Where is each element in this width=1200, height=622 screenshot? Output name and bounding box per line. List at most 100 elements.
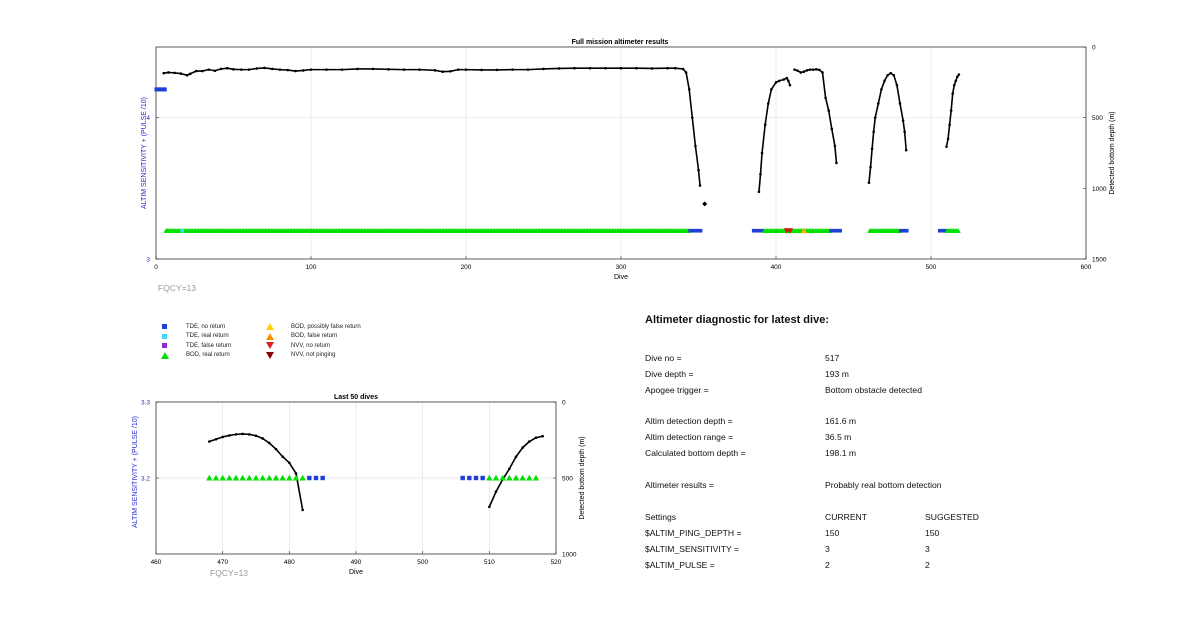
legend-item: TDE, no return xyxy=(160,322,225,331)
settings-header-suggested: SUGGESTED xyxy=(925,512,979,522)
bottom-depth-point xyxy=(221,435,224,439)
tde-no-return-marker xyxy=(473,475,479,481)
bottom-depth-point xyxy=(534,436,538,440)
bottom-data-layer xyxy=(206,432,544,512)
bottom-depth-point xyxy=(179,72,183,75)
legend-triangle-up-icon xyxy=(160,351,170,360)
legend-label: TDE, real return xyxy=(186,333,229,339)
bottom-depth-point xyxy=(278,68,282,71)
bottom-depth-point xyxy=(286,68,290,72)
bottom-depth-point xyxy=(952,83,956,87)
bottom-depth-point xyxy=(886,73,889,77)
diagnostic-row: Altim detection range = 36.5 m xyxy=(645,432,1045,444)
bottom-depth-point xyxy=(402,68,406,71)
bottom-depth-point xyxy=(270,67,274,71)
legend-label: TDE, no return xyxy=(186,323,226,330)
bod-real-return-marker xyxy=(299,474,306,481)
bod-real-return-marker xyxy=(239,474,246,481)
bod-real-return-marker xyxy=(246,474,253,481)
bottom-depth-point xyxy=(521,446,524,449)
bottom-depth-point xyxy=(824,96,827,100)
bottom-depth-point xyxy=(793,68,796,71)
bottom-depth-point xyxy=(234,433,238,436)
legend-item: TDE, false return xyxy=(160,341,231,350)
bottom-depth-point xyxy=(281,455,284,459)
bottom-depth-point xyxy=(770,88,773,91)
full-mission-chart: Full mission altimeter results 0 100 200 30… xyxy=(141,39,1116,293)
setting-marker xyxy=(154,87,158,92)
y-tick-label: 3.2 xyxy=(141,476,150,483)
bottom-depth-point xyxy=(904,148,908,152)
bod-real-return-marker xyxy=(512,474,520,481)
top-x-axis-label: Dive xyxy=(614,274,628,281)
settings-header-value: CURRENT xyxy=(825,512,868,522)
settings-row-value: 3 xyxy=(825,544,830,554)
bottom-depth-line xyxy=(758,77,791,192)
bottom-depth-point xyxy=(957,73,961,76)
special-result-marker xyxy=(180,228,185,233)
bottom-depth-point xyxy=(162,71,166,75)
top-y2-axis-label: Detected bottom depth (m) xyxy=(1109,111,1116,194)
x-tick-label: 460 xyxy=(151,559,162,566)
bottom-depth-point xyxy=(495,68,499,72)
legend-label: TDE, false return xyxy=(186,342,232,349)
settings-row: $ALTIM_SENSITIVITY = 3 3 xyxy=(645,544,1045,556)
setting-marker xyxy=(157,87,161,92)
diagnostic-row-value: 161.6 m xyxy=(825,416,857,426)
bod-real-return-marker xyxy=(492,474,500,481)
y2-tick-label: 0 xyxy=(1092,45,1096,52)
bod-real-return-marker xyxy=(259,474,266,481)
bottom-depth-point xyxy=(787,79,790,83)
bottom-depth-point xyxy=(635,66,638,70)
y2-tick-label: 500 xyxy=(1092,115,1103,122)
bottom-depth-point xyxy=(228,434,231,437)
bottom-depth-point xyxy=(873,116,877,119)
bod-real-return-marker xyxy=(206,474,213,481)
diagnostic-row-label: Apogee trigger = xyxy=(645,385,709,395)
legend-item: BOD, real return xyxy=(160,351,230,360)
marker-legend: TDE, no return TDE, real return TDE, false… xyxy=(160,322,420,362)
bottom-depth-point xyxy=(241,432,244,436)
bottom-depth-point xyxy=(371,67,375,71)
bod-real-return-marker xyxy=(499,474,506,481)
bottom-depth-point xyxy=(441,70,445,74)
bottom-depth-point xyxy=(201,69,204,73)
bod-real-return-marker xyxy=(486,474,493,481)
bottom-depth-point xyxy=(815,68,818,71)
bottom-depth-point xyxy=(214,437,218,441)
tde-no-return-marker xyxy=(761,228,765,233)
bottom-depth-point xyxy=(557,67,561,70)
special-result-marker xyxy=(786,228,794,234)
diagnostic-row-value: Probably real bottom detection xyxy=(825,480,942,490)
tde-no-return-marker xyxy=(313,475,319,481)
bottom-depth-point xyxy=(294,69,297,73)
legend-triangle-up-icon xyxy=(265,332,275,341)
bottom-depth-point xyxy=(340,68,344,71)
bottom-depth-point xyxy=(949,109,953,112)
bottom-ticks: 460 470 480 490 500 510 520 3.2 3.3 0 500 1000 xyxy=(141,400,577,567)
bottom-depth-point xyxy=(542,67,545,71)
legend-triangle-up-icon xyxy=(265,322,275,331)
bottom-depth-point xyxy=(796,69,799,73)
legend-label: BOD, false return xyxy=(291,333,338,339)
bottom-depth-point xyxy=(254,434,258,438)
bottom-depth-point xyxy=(185,73,189,77)
settings-header: Settings CURRENT SUGGESTED xyxy=(645,512,1045,524)
y-tick-label: 3 xyxy=(146,257,150,264)
tde-no-return-marker xyxy=(838,228,842,233)
bottom-depth-point xyxy=(226,66,229,70)
bottom-depth-point xyxy=(167,71,170,74)
bottom-y2-axis-label: Detected bottom depth (m) xyxy=(579,436,586,519)
bod-real-return-marker xyxy=(252,474,260,481)
diagnostic-row-value: Bottom obstacle detected xyxy=(825,385,922,395)
diagnostic-row: Dive depth = 193 m xyxy=(645,369,1045,381)
bottom-depth-point xyxy=(239,68,243,71)
setting-marker xyxy=(159,87,163,92)
bottom-depth-point xyxy=(301,69,305,72)
x-tick-label: 400 xyxy=(771,264,782,271)
bottom-depth-point xyxy=(870,147,874,151)
diagnostic-row: Calculated bottom depth = 198.1 m xyxy=(645,448,1045,460)
bottom-depth-point xyxy=(255,67,259,70)
bottom-chart-title: Last 50 dives xyxy=(334,394,378,401)
diagnostic-row-value: 193 m xyxy=(825,369,849,379)
